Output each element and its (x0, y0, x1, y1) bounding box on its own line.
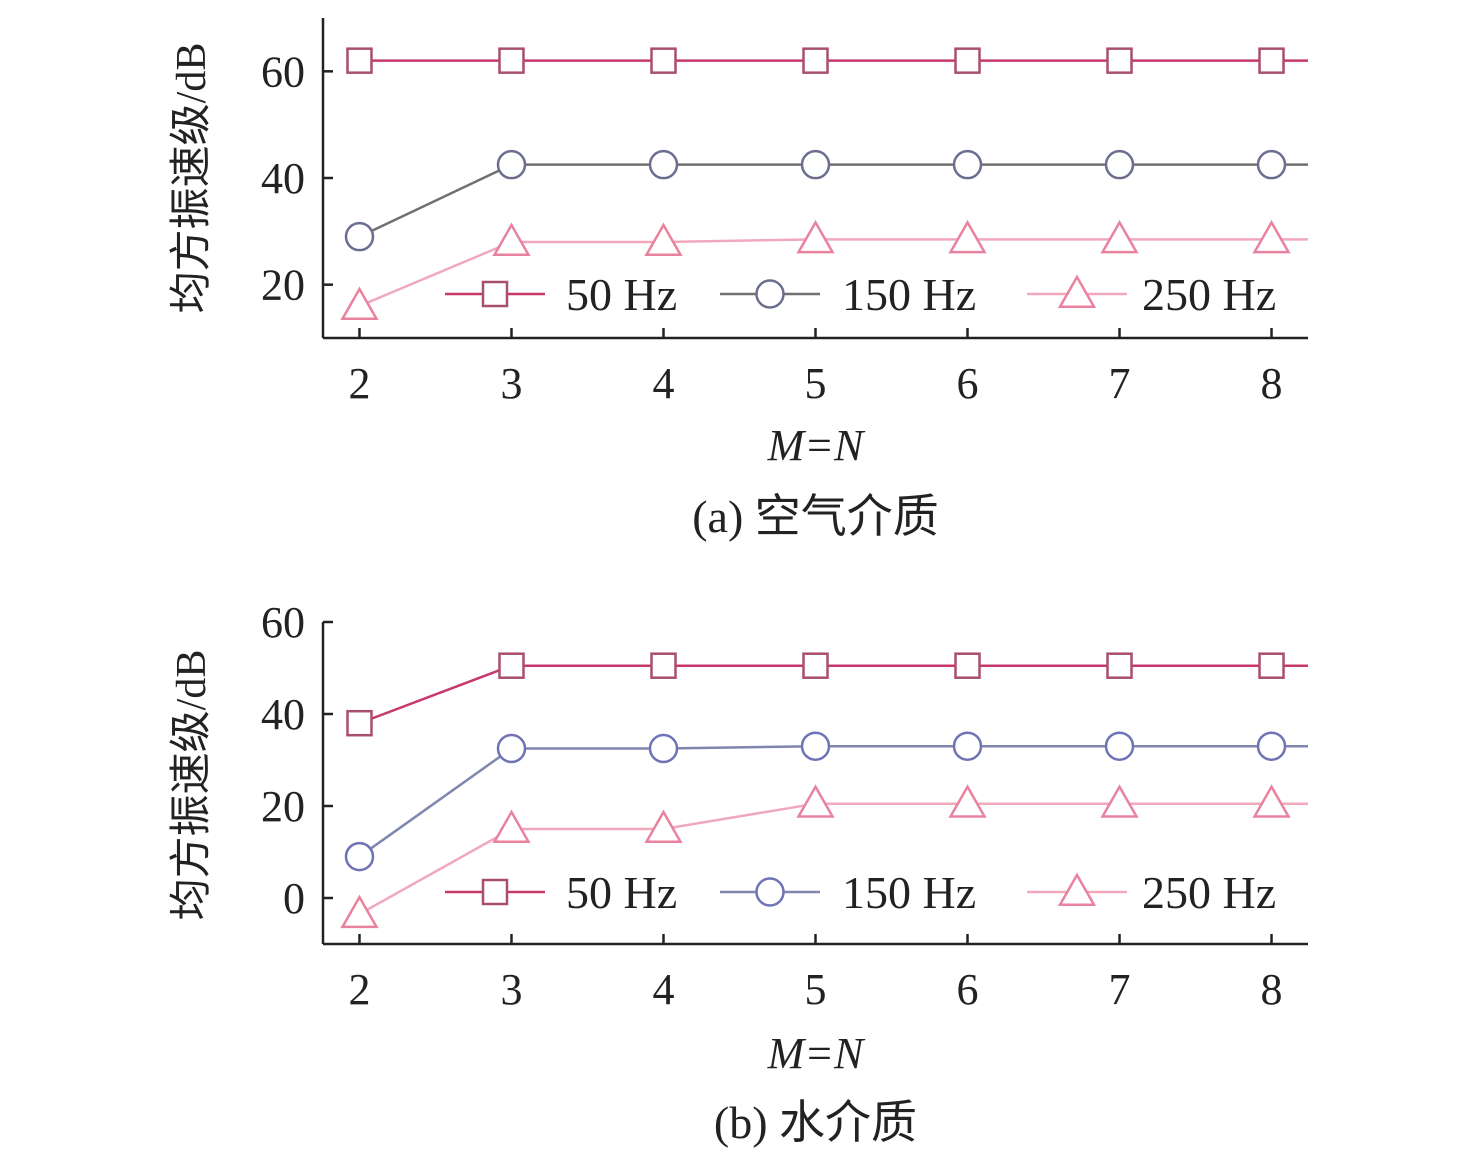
chart-b-x-tick-label: 5 (805, 965, 827, 1014)
chart-b-x-tick-label: 7 (1109, 965, 1131, 1014)
chart-b-y-axis-label: 均方振速级/dB (169, 650, 215, 921)
chart-a-y-axis-label: 均方振速级/dB (169, 43, 215, 314)
chart-a-circle-marker (800, 149, 831, 180)
chart-a-square-marker (498, 47, 525, 74)
chart-water-medium: 0 20 40 60 2 3 4 5 6 7 8 均方振速级/dB M=N (b) 水介质 50 Hz 150… (169, 598, 1308, 1148)
chart-b-legend-label: 50 Hz (566, 867, 677, 918)
chart-b-caption: (b) 水介质 (714, 1097, 917, 1148)
chart-a-y-tick-label: 20 (261, 261, 305, 310)
chart-b-series-line-circle (358, 744, 1308, 858)
chart-a-x-tick-label: 3 (500, 359, 522, 408)
chart-a-circle-marker (952, 149, 983, 180)
chart-b-square-marker (650, 652, 677, 679)
chart-a-triangle-marker (1252, 219, 1291, 254)
chart-b-triangle-marker (340, 894, 379, 929)
chart-b-square-marker (346, 709, 373, 737)
chart-b-square-marker (498, 652, 525, 679)
chart-b-x-tick-label: 3 (500, 965, 522, 1014)
chart-b-circle-marker (1104, 731, 1135, 761)
chart-a-triangle-marker (492, 222, 531, 256)
chart-air-medium: 20 40 60 2 3 4 5 6 7 8 均方振速级/dB M=N (a) 空气介质 50 Hz 150… (169, 18, 1308, 542)
chart-a-square-marker (802, 47, 829, 74)
chart-b-legend-triangle-icon (1057, 872, 1097, 906)
chart-b-square-marker (1106, 652, 1133, 679)
chart-b-x-tick-label: 4 (652, 965, 674, 1014)
chart-b-x-tick-label: 6 (957, 965, 979, 1014)
chart-a-legend-triangle-icon (1057, 274, 1097, 308)
chart-b-circle-marker (800, 731, 831, 761)
chart-a-x-tick-label: 8 (1261, 359, 1283, 408)
chart-a-x-axis-label: M=N (767, 421, 866, 470)
chart-a-x-tick-label: 4 (652, 359, 674, 408)
chart-a-square-marker (1106, 47, 1133, 74)
chart-a-x-tick-label: 2 (348, 359, 370, 408)
chart-b-triangle-marker (948, 784, 987, 818)
chart-a-circle-marker (648, 149, 679, 180)
chart-a-x-tick-label: 6 (957, 359, 979, 408)
chart-a-triangle-marker (340, 286, 379, 320)
chart-a-triangle-marker (948, 219, 987, 254)
chart-b-triangle-marker (1252, 784, 1291, 818)
chart-b-circle-marker (648, 733, 679, 764)
chart-b-y-tick-label: 0 (283, 874, 305, 923)
chart-b-legend-circle-icon (755, 877, 785, 907)
chart-a-caption: (a) 空气介质 (692, 491, 939, 542)
chart-a-circle-marker (1256, 149, 1287, 180)
chart-b-x-tick-label: 2 (348, 965, 370, 1014)
chart-a-legend-label: 50 Hz (566, 269, 677, 320)
chart-b-series-line-square (359, 664, 1308, 725)
chart-b-x-axis-label: M=N (767, 1029, 866, 1078)
chart-b-circle-marker (344, 841, 375, 872)
chart-a-square-marker (650, 47, 677, 74)
chart-a-series-line-circle (358, 163, 1308, 238)
chart-a-y-tick-label: 60 (261, 47, 305, 96)
chart-a-square-marker (1258, 47, 1285, 74)
chart-a-triangle-marker (1100, 219, 1139, 254)
chart-b-circle-marker (1256, 731, 1287, 761)
chart-a-legend-circle-icon (755, 279, 785, 309)
chart-a-series-line-triangle (358, 238, 1308, 308)
chart-a-triangle-marker (644, 222, 683, 256)
chart-b-series-line-triangle (358, 802, 1308, 916)
chart-b-y-tick-label: 60 (261, 598, 305, 647)
chart-b-circle-marker (952, 731, 983, 761)
chart-b-circle-marker (496, 733, 527, 764)
chart-b-y-tick-label: 20 (261, 782, 305, 831)
chart-a-legend-label: 250 Hz (1142, 269, 1276, 320)
chart-a-circle-marker (496, 149, 527, 180)
chart-a-x-tick-label: 7 (1109, 359, 1131, 408)
chart-a-x-tick-label: 5 (805, 359, 827, 408)
chart-a-y-tick-label: 40 (261, 154, 305, 203)
chart-a-legend-label: 150 Hz (842, 269, 976, 320)
chart-b-x-tick-label: 8 (1261, 965, 1283, 1014)
chart-b-legend-label: 150 Hz (842, 867, 976, 918)
chart-b-triangle-marker (644, 809, 683, 843)
chart-b-triangle-marker (492, 809, 531, 843)
chart-b-legend-square-icon (481, 878, 509, 906)
chart-b-triangle-marker (796, 784, 835, 818)
chart-a-square-marker (954, 47, 981, 74)
chart-a-legend-square-icon (481, 280, 509, 308)
chart-a-triangle-marker (796, 219, 835, 254)
chart-b-legend-label: 250 Hz (1142, 867, 1276, 918)
chart-b-square-marker (1258, 652, 1285, 679)
chart-b-triangle-marker (1100, 784, 1139, 818)
chart-a-circle-marker (1104, 149, 1135, 180)
chart-a-square-marker (346, 47, 373, 74)
chart-b-y-tick-label: 40 (261, 690, 305, 739)
chart-b-square-marker (954, 652, 981, 679)
chart-a-circle-marker (344, 221, 375, 252)
chart-b-square-marker (802, 652, 829, 679)
